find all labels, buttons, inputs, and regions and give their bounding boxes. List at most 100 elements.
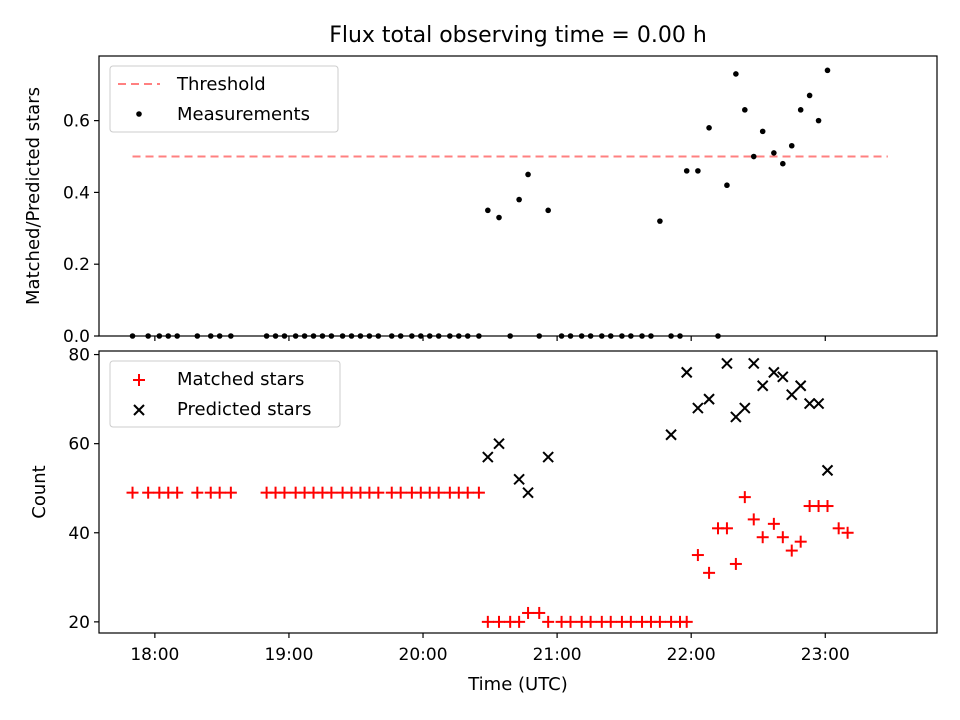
ratio-plot-frame	[98, 55, 938, 337]
matched-star-marker	[461, 486, 474, 499]
count-x-tick-label: 21:00	[533, 645, 582, 665]
matched-star-marker	[832, 522, 845, 535]
legend-matched-label: Matched stars	[177, 369, 304, 390]
matched-star-marker	[325, 486, 338, 499]
measurement-point	[657, 218, 663, 224]
measurement-point	[806, 92, 813, 99]
matched-star-marker	[691, 549, 704, 562]
ratio-panel: 0.0 0.2 0.4 0.6 Matched/Predicted stars Thr…	[23, 55, 938, 347]
measurement-point	[759, 128, 766, 135]
ratio-y-tick-label: 0.0	[63, 327, 90, 347]
matched-star-marker	[785, 544, 798, 557]
count-x-tick-label: 18:00	[130, 645, 179, 665]
matched-star-marker	[747, 513, 760, 526]
predicted-star-marker	[721, 357, 733, 370]
matched-star-marker	[703, 566, 716, 579]
ratio-y-axis: 0.0 0.2 0.4 0.6	[63, 112, 99, 347]
legend-measurement-label: Measurements	[177, 104, 310, 125]
ratio-legend-box	[109, 65, 339, 133]
predicted-star-marker	[542, 451, 554, 463]
matched-star-marker	[533, 606, 546, 619]
count-plot-frame	[98, 350, 938, 634]
matched-star-marker	[213, 486, 226, 499]
measurement-point	[706, 124, 712, 131]
figure-title: Flux total observing time = 0.00 h	[329, 23, 707, 48]
matched-star-marker	[432, 486, 445, 499]
ratio-y-tick-label: 0.6	[63, 112, 90, 132]
measurement-point	[545, 207, 551, 214]
count-x-tick-label: 19:00	[264, 645, 313, 665]
matched-star-marker	[729, 557, 742, 570]
predicted-star-marker	[522, 486, 534, 499]
matched-star-marker	[653, 615, 666, 628]
count-legend-box	[109, 360, 341, 428]
predicted-star-marker	[730, 411, 742, 423]
matched-star-marker	[171, 486, 184, 499]
measurement-point	[797, 107, 804, 113]
legend-predicted-swatch	[133, 404, 145, 416]
predicted-star-marker	[692, 402, 704, 414]
ratio-y-axis-label: Matched/Predicted stars	[23, 87, 44, 305]
predicted-star-marker	[681, 366, 693, 379]
predicted-star-marker	[803, 397, 816, 410]
ratio-y-tick-label: 0.2	[63, 255, 90, 275]
legend-matched-swatch	[133, 374, 145, 386]
matched-star-marker	[372, 486, 385, 499]
matched-star-marker	[720, 522, 733, 535]
measurement-point	[724, 182, 730, 189]
count-y-tick-label: 60	[68, 435, 90, 455]
predicted-star-marker	[482, 451, 494, 463]
predicted-star-marker	[665, 429, 677, 441]
measurement-point	[525, 171, 531, 178]
matched-star-marker	[493, 615, 506, 628]
matched-star-marker	[680, 615, 693, 628]
matched-star-marker	[224, 486, 237, 499]
ratio-y-tick-label: 0.4	[63, 183, 90, 203]
matched-star-marker	[513, 615, 526, 628]
count-y-tick-label: 20	[68, 613, 90, 633]
predicted-star-marker	[794, 380, 807, 392]
measurement-point	[742, 107, 748, 113]
count-y-tick-label: 40	[68, 524, 90, 544]
count-x-axis-label: Time (UTC)	[467, 674, 568, 695]
predicted-star-marker	[493, 437, 505, 450]
count-x-axis: 18:00 19:00 20:00 21:00 22:00 23:00	[130, 633, 850, 665]
predicted-star-marker	[739, 402, 751, 414]
predicted-star-markers	[482, 357, 834, 499]
measurement-point	[516, 196, 522, 203]
predicted-star-marker	[821, 464, 834, 477]
matched-star-marker	[278, 486, 291, 499]
ratio-legend: Threshold Measurements	[109, 65, 339, 133]
count-legend: Matched stars Predicted stars	[109, 360, 341, 428]
matched-star-marker	[584, 615, 597, 628]
predicted-star-marker	[756, 380, 769, 392]
predicted-star-marker	[777, 371, 789, 383]
matched-star-marker	[604, 615, 617, 628]
measurement-point	[695, 168, 701, 174]
legend-predicted-label: Predicted stars	[177, 399, 311, 420]
measurement-point	[733, 71, 739, 77]
matched-star-marker	[776, 531, 789, 544]
matched-star-marker	[841, 526, 854, 539]
matched-star-marker	[767, 517, 780, 530]
matched-star-marker	[191, 486, 204, 499]
matched-star-marker	[394, 486, 407, 499]
matched-star-marker	[794, 535, 807, 548]
matched-star-marker	[738, 491, 751, 504]
matched-star-marker	[142, 486, 155, 499]
matched-star-marker	[564, 615, 577, 628]
matched-star-marker	[756, 531, 769, 544]
measurement-point	[496, 214, 502, 221]
matched-star-marker	[542, 615, 555, 628]
measurement-point	[683, 168, 690, 174]
count-y-axis-label: Count	[29, 465, 50, 518]
matched-star-marker	[821, 500, 834, 513]
count-y-tick-label: 80	[68, 346, 90, 366]
predicted-star-marker	[513, 473, 525, 486]
predicted-star-marker	[768, 366, 780, 379]
legend-threshold-label: Threshold	[176, 74, 266, 95]
legend-measurement-swatch	[136, 111, 142, 117]
predicted-star-marker	[812, 397, 825, 410]
